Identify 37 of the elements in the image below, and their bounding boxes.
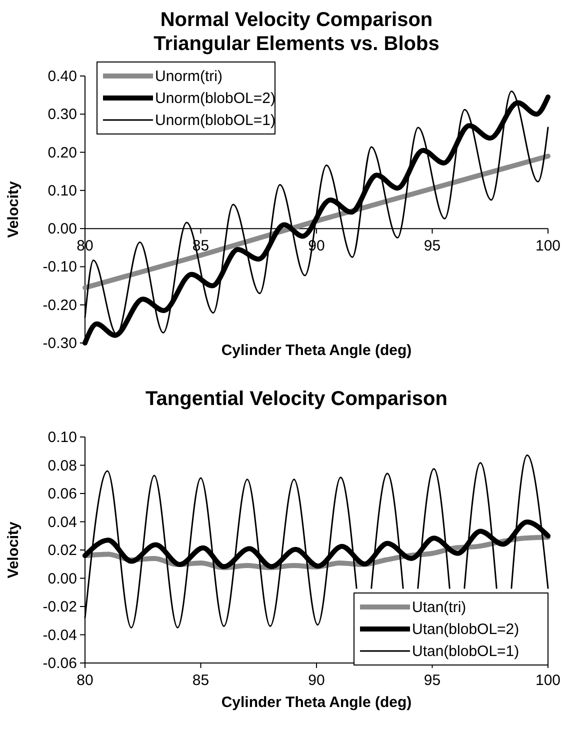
y-tick-label: -0.30	[42, 335, 77, 352]
y-tick-label: 0.00	[48, 220, 77, 238]
chart-title: Tangential Velocity Comparison	[146, 388, 448, 410]
y-tick-label: -0.02	[42, 598, 77, 616]
legend-label: Utan(tri)	[412, 599, 466, 616]
y-tick-label: 0.00	[48, 570, 77, 588]
x-tick-label: 95	[424, 238, 441, 255]
y-axis-title: Velocity	[5, 180, 22, 238]
y-tick-label: -0.10	[42, 258, 77, 276]
y-tick-label: 0.40	[48, 68, 77, 85]
y-tick-label: 0.20	[48, 144, 77, 162]
y-tick-label: 0.10	[48, 182, 77, 200]
y-tick-label: 0.04	[48, 514, 77, 531]
chart-title: Normal Velocity Comparison	[160, 9, 433, 31]
y-tick-label: 0.06	[48, 486, 77, 502]
y-tick-label: -0.20	[42, 296, 77, 314]
legend-label: Unorm(tri)	[155, 68, 222, 85]
x-tick-label: 100	[535, 672, 561, 689]
y-tick-label: -0.06	[42, 655, 77, 672]
x-tick-label: 100	[535, 238, 561, 255]
y-tick-label: 0.02	[48, 542, 77, 559]
x-axis-title: Cylinder Theta Angle (deg)	[221, 342, 412, 359]
legend-label: Utan(blobOL=2)	[412, 621, 520, 638]
x-axis-title: Cylinder Theta Angle (deg)	[221, 694, 412, 711]
x-tick-label: 85	[192, 672, 210, 689]
y-tick-label: 0.30	[48, 106, 77, 124]
x-tick-label: 90	[308, 672, 325, 689]
y-tick-label: 0.08	[48, 457, 77, 474]
y-axis-title: Velocity	[5, 520, 22, 578]
y-tick-label: 0.10	[48, 429, 77, 446]
y-tick-label: -0.04	[42, 626, 77, 644]
legend-label: Unorm(blobOL=1)	[155, 112, 276, 129]
legend-label: Utan(blobOL=1)	[412, 643, 520, 660]
x-tick-label: 95	[424, 672, 441, 689]
chart-subtitle: Triangular Elements vs. Blobs	[154, 33, 440, 55]
x-tick-label: 80	[76, 672, 94, 689]
legend-label: Unorm(blobOL=2)	[155, 90, 276, 107]
